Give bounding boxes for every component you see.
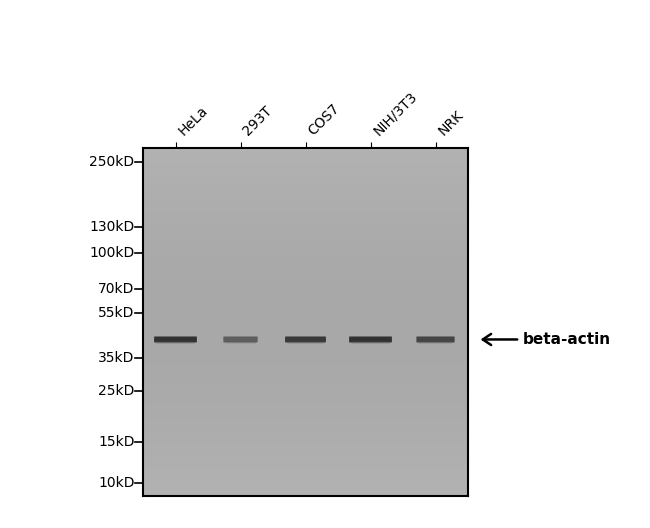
Text: 130kD: 130kD — [89, 220, 135, 234]
Text: 25kD: 25kD — [98, 384, 135, 398]
FancyBboxPatch shape — [157, 341, 194, 344]
FancyBboxPatch shape — [224, 336, 257, 343]
Text: 55kD: 55kD — [98, 306, 135, 319]
FancyBboxPatch shape — [349, 336, 392, 343]
Text: 10kD: 10kD — [98, 476, 135, 489]
Text: 70kD: 70kD — [98, 281, 135, 296]
FancyBboxPatch shape — [417, 336, 454, 343]
FancyBboxPatch shape — [419, 341, 452, 344]
Text: 250kD: 250kD — [90, 155, 135, 168]
FancyBboxPatch shape — [154, 336, 197, 343]
Text: beta-actin: beta-actin — [523, 332, 612, 347]
FancyBboxPatch shape — [287, 341, 324, 344]
Text: 100kD: 100kD — [89, 246, 135, 260]
FancyBboxPatch shape — [352, 341, 389, 344]
Text: 15kD: 15kD — [98, 435, 135, 449]
FancyBboxPatch shape — [285, 336, 326, 343]
FancyBboxPatch shape — [225, 341, 256, 344]
Text: 35kD: 35kD — [98, 351, 135, 365]
